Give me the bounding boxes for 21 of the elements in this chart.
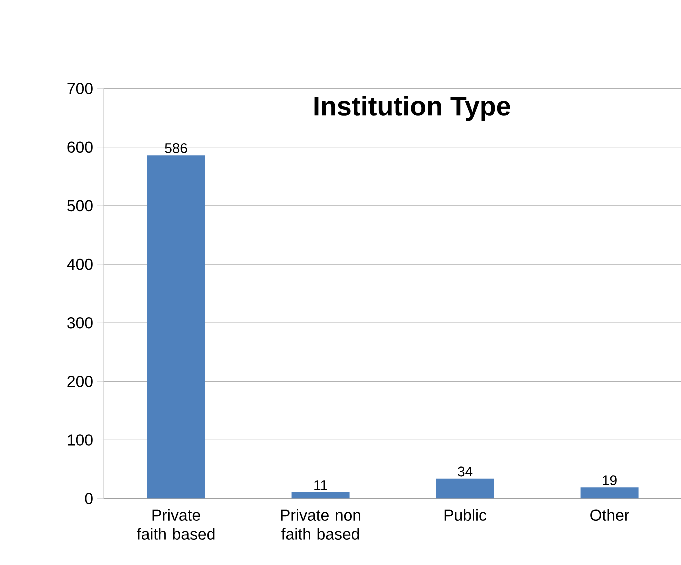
y-tick-label: 300 <box>68 317 93 329</box>
x-tick-label: Private faith based <box>137 509 215 540</box>
data-label: 11 <box>314 480 328 490</box>
bar <box>292 492 350 499</box>
y-tick-label: 600 <box>68 142 93 154</box>
data-label: 19 <box>603 476 617 486</box>
data-label: 586 <box>165 143 188 154</box>
bar <box>580 488 639 499</box>
x-tick-label: Public <box>444 509 487 522</box>
data-label: 34 <box>458 466 473 477</box>
x-tick-label: Private non faith based <box>281 509 361 540</box>
y-tick-label: 400 <box>67 258 93 270</box>
y-tick-label: 100 <box>68 434 93 446</box>
chart-title: Institution Type <box>314 96 510 122</box>
y-tick-label: 500 <box>68 200 93 212</box>
bar <box>147 156 206 499</box>
y-tick-label: 0 <box>85 493 93 504</box>
x-tick-label: Other <box>590 509 630 522</box>
y-tick-label: 700 <box>68 83 93 94</box>
y-tick-label: 200 <box>68 376 93 388</box>
bar <box>436 478 494 499</box>
